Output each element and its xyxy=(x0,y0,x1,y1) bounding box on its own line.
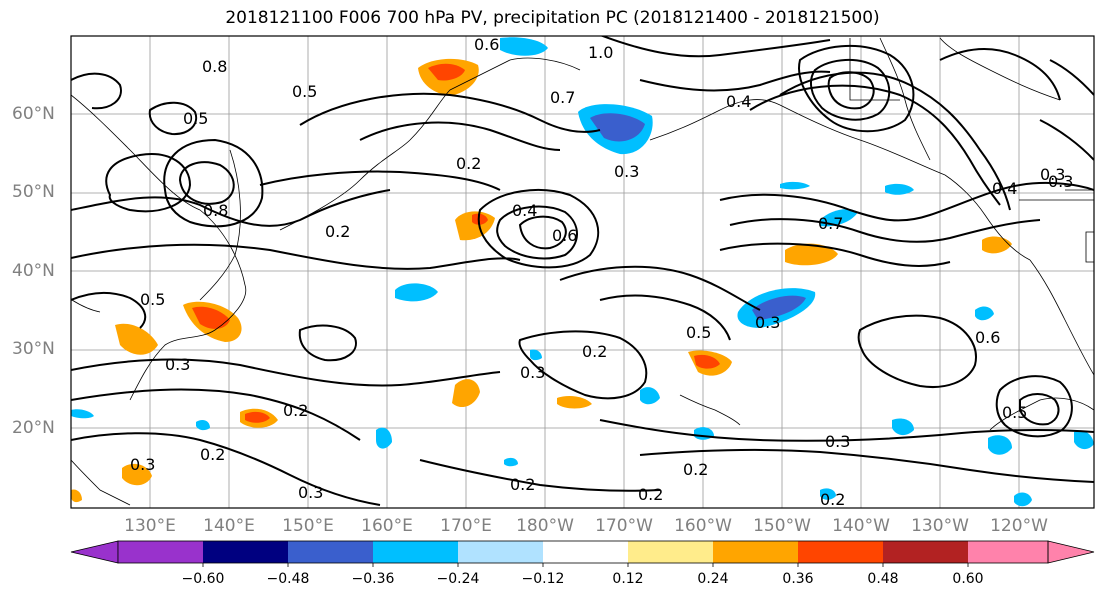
colorbar-tick-label: 0.60 xyxy=(952,571,984,587)
lat-label: 30°N xyxy=(12,339,55,359)
contour-label: 0.7 xyxy=(550,88,575,107)
contour-label: 0.3 xyxy=(298,483,323,502)
contour-label: 0.7 xyxy=(818,214,843,233)
lon-label: 130°W xyxy=(911,516,969,536)
contour-label: 0.3 xyxy=(130,455,155,474)
contour-labels: 0.8 0.5 1.0 0.6 0.7 0.4 0.2 0.3 0.2 0.5 … xyxy=(130,35,1073,509)
lon-label: 150°E xyxy=(282,516,334,536)
colorbar-bin xyxy=(798,541,883,563)
contour-label: 0.2 xyxy=(820,490,845,509)
colorbar-extend-low xyxy=(70,540,119,564)
colorbar-bin xyxy=(203,541,288,563)
colorbar-tick-label: −0.12 xyxy=(521,571,565,587)
lat-label: 20°N xyxy=(12,418,55,438)
lon-label: 160°E xyxy=(361,516,413,536)
colorbar-tick-label: −0.24 xyxy=(436,571,480,587)
colorbar-bin xyxy=(883,541,968,563)
map-frame xyxy=(70,35,1095,509)
contour-label: 0.3 xyxy=(755,313,780,332)
contour-label: 0.6 xyxy=(474,35,499,54)
colorbar xyxy=(70,540,1095,567)
contour-label: 0.3 xyxy=(614,162,639,181)
lon-label: 140°W xyxy=(832,516,890,536)
lon-label: 120°W xyxy=(990,516,1048,536)
precip-positive-shading xyxy=(71,58,1012,503)
colorbar-tick-label: 0.36 xyxy=(782,571,814,587)
colorbar-bin xyxy=(968,541,1048,563)
contour-label: 0.5 xyxy=(292,82,317,101)
contour-label: 0.4 xyxy=(726,92,751,111)
lon-label: 160°W xyxy=(674,516,732,536)
contour-label: 0.2 xyxy=(325,222,350,241)
contour-label: 0.3 xyxy=(825,432,850,451)
colorbar-tick-label: 0.24 xyxy=(697,571,729,587)
lon-label: 140°E xyxy=(203,516,255,536)
colorbar-bin xyxy=(543,541,628,563)
contour-label: 0.2 xyxy=(283,401,308,420)
contour-label: 0.6 xyxy=(552,226,577,245)
lon-label: 170°E xyxy=(440,516,492,536)
colorbar-bin xyxy=(628,541,713,563)
pv-contours xyxy=(71,36,1094,506)
contour-label: 0.5 xyxy=(1002,403,1027,422)
colorbar-bin xyxy=(713,541,798,563)
lat-label: 60°N xyxy=(12,104,55,124)
colorbar-bin xyxy=(118,541,203,563)
contour-label: 0.2 xyxy=(582,342,607,361)
contour-label: 0.3 xyxy=(1048,172,1073,191)
lon-label: 130°E xyxy=(124,516,176,536)
contour-label: 0.2 xyxy=(456,154,481,173)
colorbar-tick-label: −0.60 xyxy=(181,571,225,587)
colorbar-tick-label: −0.48 xyxy=(266,571,310,587)
colorbar-extend-high xyxy=(1047,540,1095,564)
contour-label: 0.3 xyxy=(1040,165,1065,184)
contour-label: 0.2 xyxy=(638,485,663,504)
contour-label: 0.8 xyxy=(203,201,228,220)
colorbar-tick-label: 0.48 xyxy=(867,571,899,587)
contour-label: 0.2 xyxy=(200,445,225,464)
colorbar-bin xyxy=(373,541,458,563)
colorbar-bin xyxy=(458,541,543,563)
contour-label: 0.4 xyxy=(512,201,537,220)
colorbar-tick-label: 0.12 xyxy=(612,571,644,587)
lon-label: 180°W xyxy=(516,516,574,536)
colorbar-bin xyxy=(288,541,373,563)
contour-label: 0.3 xyxy=(520,363,545,382)
lat-label: 40°N xyxy=(12,261,55,281)
contour-label: 0.8 xyxy=(202,57,227,76)
contour-label: 0.2 xyxy=(510,475,535,494)
lon-label: 170°W xyxy=(595,516,653,536)
contour-label: 0.6 xyxy=(975,328,1000,347)
contour-label: 0.2 xyxy=(683,460,708,479)
contour-label: 0.5 xyxy=(686,323,711,342)
lat-label: 50°N xyxy=(12,182,55,202)
contour-label: 0.5 xyxy=(183,109,208,128)
colorbar-tick-label: −0.36 xyxy=(351,571,395,587)
contour-label: 0.5 xyxy=(140,290,165,309)
contour-label: 0.3 xyxy=(165,355,190,374)
contour-label: 0.4 xyxy=(992,179,1017,198)
contour-label: 1.0 xyxy=(588,43,613,62)
map-title: 2018121100 F006 700 hPa PV, precipitatio… xyxy=(225,8,880,28)
precip-negative-shading xyxy=(71,37,1094,507)
lon-label: 150°W xyxy=(753,516,811,536)
